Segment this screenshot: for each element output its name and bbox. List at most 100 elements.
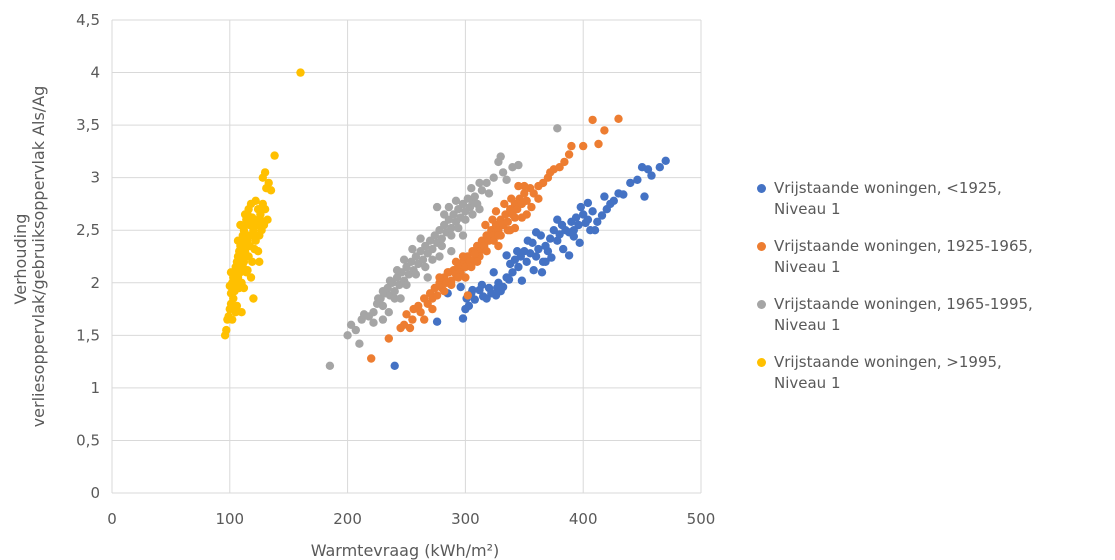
data-point-series-1 (416, 308, 425, 317)
data-point-series-1 (367, 354, 376, 363)
data-point-series-3 (270, 151, 279, 160)
data-point-series-1 (514, 181, 523, 191)
legend-label-line-1: Vrijstaande woningen, 1965-1995, (774, 295, 1033, 313)
y-tick-label: 0 (90, 484, 100, 502)
data-point-series-0 (464, 301, 474, 311)
data-point-series-2 (489, 173, 498, 182)
data-point-series-1 (435, 273, 444, 282)
y-tick-label: 2,5 (76, 221, 100, 239)
data-point-series-1 (414, 301, 423, 311)
data-point-series-3 (231, 308, 240, 317)
y-tick-label: 4,5 (76, 11, 100, 29)
x-tick-label: 300 (451, 510, 480, 528)
data-point-series-0 (458, 314, 468, 323)
data-point-series-2 (374, 294, 383, 303)
data-point-series-1 (402, 310, 411, 319)
data-point-series-1 (503, 217, 512, 226)
data-point-series-1 (405, 323, 415, 333)
data-point-series-1 (481, 220, 490, 230)
data-point-series-0 (569, 226, 578, 235)
data-point-series-0 (571, 213, 581, 222)
data-point-series-0 (541, 257, 550, 266)
data-point-series-0 (508, 268, 517, 277)
data-point-series-1 (560, 157, 569, 167)
data-point-series-0 (477, 280, 487, 290)
data-point-series-0 (590, 226, 600, 235)
data-point-series-3 (251, 196, 260, 205)
data-point-series-2 (390, 294, 399, 303)
data-point-series-2 (467, 184, 476, 193)
data-point-series-1 (614, 114, 623, 124)
data-point-series-2 (399, 255, 409, 264)
data-point-series-3 (260, 205, 270, 214)
data-point-series-2 (447, 231, 456, 240)
legend-label-line-1: Vrijstaande woningen, >1995, (774, 353, 1002, 371)
x-tick-label: 0 (107, 510, 117, 528)
data-point-series-2 (378, 287, 388, 296)
data-point-series-1 (482, 247, 491, 256)
data-point-series-1 (500, 199, 509, 209)
data-point-series-2 (421, 262, 430, 272)
legend-item-post-1995: Vrijstaande woningen, >1995, Niveau 1 (757, 352, 1112, 394)
data-point-series-2 (437, 241, 446, 251)
x-axis-title: Warmtevraag (kWh/m²) (311, 541, 500, 560)
data-point-series-1 (451, 257, 461, 266)
x-tick-label: 100 (215, 510, 244, 528)
data-point-series-2 (553, 124, 562, 133)
x-tick-label: 400 (569, 510, 598, 528)
y-tick-label: 1 (90, 379, 100, 397)
data-point-series-1 (432, 291, 442, 300)
data-point-series-2 (343, 331, 352, 340)
y-tick-label: 4 (90, 64, 100, 82)
data-point-series-2 (428, 244, 437, 254)
data-point-series-0 (513, 247, 522, 256)
data-point-series-1 (588, 115, 597, 125)
data-point-series-1 (520, 189, 529, 198)
legend-marker-1925-1965 (757, 242, 766, 251)
data-point-series-1 (494, 231, 503, 240)
data-point-series-0 (553, 236, 562, 245)
data-point-series-0 (640, 192, 649, 201)
data-point-series-2 (484, 189, 494, 198)
data-point-series-1 (579, 141, 588, 151)
data-point-series-3 (225, 281, 234, 291)
data-point-series-2 (461, 215, 470, 224)
data-point-series-2 (447, 223, 456, 233)
data-point-series-0 (575, 238, 584, 247)
data-point-series-2 (402, 280, 411, 290)
data-point-series-0 (555, 230, 564, 239)
data-point-series-0 (593, 217, 602, 226)
data-point-series-1 (463, 291, 472, 300)
data-point-series-2 (418, 255, 428, 264)
data-point-series-0 (553, 215, 562, 224)
data-point-series-2 (432, 202, 442, 212)
data-point-series-0 (609, 196, 618, 205)
data-point-series-1 (461, 273, 470, 282)
data-point-series-3 (248, 213, 257, 222)
data-point-series-3 (222, 325, 231, 335)
data-point-series-3 (237, 252, 246, 261)
data-point-series-3 (240, 210, 250, 219)
data-point-series-0 (432, 317, 442, 326)
data-point-series-3 (239, 283, 249, 293)
scatter-plot: 0 0,5 1 1,5 2 2,5 3 3,5 4 4,5 0 100 200 300 400 500 War… (11, 11, 715, 560)
data-point-series-1 (467, 262, 476, 272)
data-point-series-2 (351, 325, 360, 335)
data-point-series-1 (564, 150, 574, 159)
data-point-series-1 (510, 223, 520, 233)
data-point-series-2 (514, 160, 523, 170)
data-point-series-0 (534, 244, 543, 254)
data-point-series-2 (385, 276, 395, 285)
legend-marker-post-1995 (757, 358, 766, 367)
data-point-series-2 (378, 301, 388, 311)
data-point-series-0 (502, 251, 511, 260)
data-point-series-2 (440, 210, 449, 219)
data-point-series-3 (226, 268, 236, 277)
data-point-series-0 (564, 251, 574, 260)
data-point-series-1 (600, 126, 609, 135)
legend-label-line-2: Niveau 1 (774, 374, 841, 392)
data-point-series-2 (325, 361, 335, 370)
data-point-series-1 (594, 139, 603, 149)
data-point-series-0 (559, 244, 568, 254)
data-point-series-3 (248, 257, 257, 266)
